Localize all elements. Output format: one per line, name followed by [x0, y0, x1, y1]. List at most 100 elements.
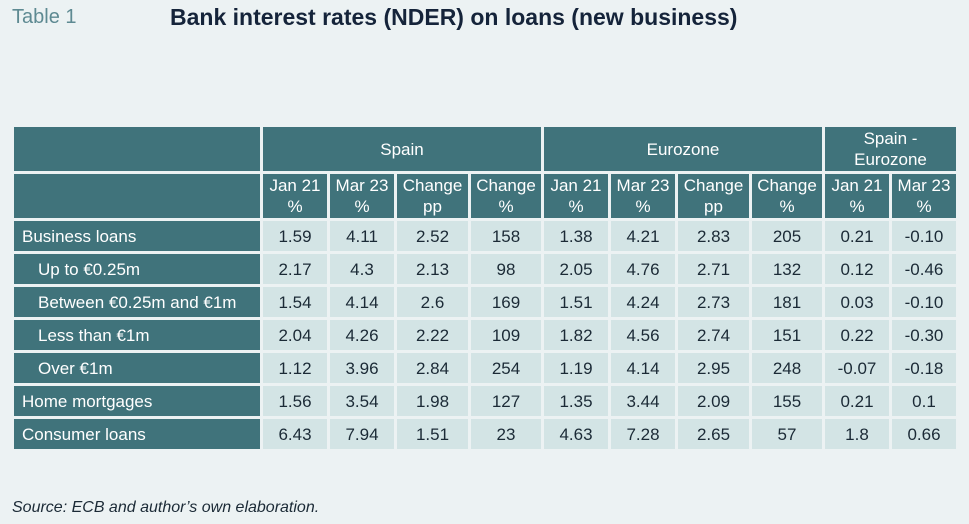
table-cell: 1.8 — [825, 419, 889, 449]
table-number: Table 1 — [12, 6, 77, 28]
column-subheader-period: Change — [683, 176, 744, 195]
table-row: Between €0.25m and €1m 1.54 4.14 2.6 169 1.51… — [14, 287, 956, 317]
table-cell: 3.96 — [330, 353, 394, 383]
table-cell: 1.19 — [544, 353, 608, 383]
column-subheader-period: Mar 23 — [897, 176, 951, 195]
table-cell: 1.82 — [544, 320, 608, 350]
table-cell: 4.21 — [611, 221, 675, 251]
column-subheader-unit: pp — [423, 197, 442, 216]
column-subheader: Change% — [752, 174, 822, 218]
table-cell: 4.14 — [330, 287, 394, 317]
table-row: Business loans 1.59 4.11 2.52 158 1.38 4.21 2.8… — [14, 221, 956, 251]
table-cell: 181 — [752, 287, 822, 317]
table-cell: -0.10 — [892, 287, 956, 317]
table-body: Business loans 1.59 4.11 2.52 158 1.38 4.21 2.8… — [14, 221, 956, 449]
column-subheader-period: Change — [757, 176, 817, 195]
table-cell: 2.13 — [397, 254, 468, 284]
column-subheader-unit: % — [498, 197, 514, 216]
table-cell: 0.03 — [825, 287, 889, 317]
column-subheader: Change pp — [397, 174, 468, 218]
table-cell: 4.63 — [544, 419, 608, 449]
column-subheader-unit: % — [287, 197, 303, 216]
table-cell: 0.21 — [825, 221, 889, 251]
column-subheader-unit: % — [779, 197, 795, 216]
table-title: Bank interest rates (NDER) on loans (new… — [170, 4, 738, 30]
table-cell: 132 — [752, 254, 822, 284]
column-subheader-period: Change — [402, 176, 463, 195]
table-cell: 254 — [471, 353, 541, 383]
table-cell: 2.17 — [263, 254, 327, 284]
table-cell: 4.24 — [611, 287, 675, 317]
column-subheader: Jan 21% — [544, 174, 608, 218]
table-row: Up to €0.25m 2.17 4.3 2.13 98 2.05 4.76 2.71 132… — [14, 254, 956, 284]
column-subheader-period: Jan 21 — [831, 176, 883, 195]
table-cell: -0.18 — [892, 353, 956, 383]
table-cell: 2.6 — [397, 287, 468, 317]
column-subheader: Jan 21% — [825, 174, 889, 218]
table-cell: 3.44 — [611, 386, 675, 416]
column-subheader-unit: % — [849, 197, 865, 216]
table-cell: 0.22 — [825, 320, 889, 350]
table-cell: 2.52 — [397, 221, 468, 251]
row-label: Business loans — [14, 221, 260, 251]
column-subheader-unit: % — [635, 197, 651, 216]
table-cell: 6.43 — [263, 419, 327, 449]
table-cell: 4.11 — [330, 221, 394, 251]
group-header-spain: Spain — [263, 127, 541, 171]
table-cell: 2.04 — [263, 320, 327, 350]
table-cell: 1.54 — [263, 287, 327, 317]
column-subheader: Change pp — [678, 174, 749, 218]
table-cell: 2.09 — [678, 386, 749, 416]
table-cell: 4.3 — [330, 254, 394, 284]
column-subheader-unit: % — [568, 197, 584, 216]
table-cell: 2.22 — [397, 320, 468, 350]
table-cell: 2.83 — [678, 221, 749, 251]
table-cell: 57 — [752, 419, 822, 449]
column-subheader-unit: % — [916, 197, 932, 216]
table-row: Less than €1m 2.04 4.26 2.22 109 1.82 4.56 2.74… — [14, 320, 956, 350]
column-subheader: Mar 23% — [892, 174, 956, 218]
table-cell: 0.12 — [825, 254, 889, 284]
table-cell: 1.98 — [397, 386, 468, 416]
row-label: Up to €0.25m — [14, 254, 260, 284]
table-cell: 2.71 — [678, 254, 749, 284]
column-subheader-period: Jan 21 — [269, 176, 321, 195]
table-cell: 7.28 — [611, 419, 675, 449]
table-cell: 248 — [752, 353, 822, 383]
column-subheader-period: Mar 23 — [335, 176, 389, 195]
table-cell: -0.07 — [825, 353, 889, 383]
table-cell: 1.51 — [397, 419, 468, 449]
table-cell: 4.76 — [611, 254, 675, 284]
table-cell: 2.84 — [397, 353, 468, 383]
table-cell: 2.65 — [678, 419, 749, 449]
row-label: Home mortgages — [14, 386, 260, 416]
table-cell: 2.74 — [678, 320, 749, 350]
table-cell: 205 — [752, 221, 822, 251]
table-row: Over €1m 1.12 3.96 2.84 254 1.19 4.14 2.95 248 -0… — [14, 353, 956, 383]
table-cell: 0.66 — [892, 419, 956, 449]
table-cell: 151 — [752, 320, 822, 350]
table-cell: -0.46 — [892, 254, 956, 284]
table-cell: 4.26 — [330, 320, 394, 350]
subheader-row: Jan 21% Mar 23% Change pp Change% Jan 21% Mar … — [14, 174, 956, 218]
table-cell: 23 — [471, 419, 541, 449]
row-label: Less than €1m — [14, 320, 260, 350]
table-cell: 3.54 — [330, 386, 394, 416]
column-subheader: Change% — [471, 174, 541, 218]
column-subheader-unit: pp — [704, 197, 723, 216]
table-cell: 155 — [752, 386, 822, 416]
row-label: Consumer loans — [14, 419, 260, 449]
table-cell: 1.12 — [263, 353, 327, 383]
table-cell: 127 — [471, 386, 541, 416]
column-subheader-period: Mar 23 — [616, 176, 670, 195]
corner-subheader-cell — [14, 174, 260, 218]
table-cell: 98 — [471, 254, 541, 284]
group-header-eurozone: Eurozone — [544, 127, 822, 171]
column-subheader-period: Jan 21 — [550, 176, 602, 195]
source-note: Source: ECB and author’s own elaboration… — [12, 499, 320, 516]
table-cell: 1.38 — [544, 221, 608, 251]
group-header-spain-eurozone: Spain - Eurozone — [825, 127, 956, 171]
table-cell: 109 — [471, 320, 541, 350]
table-cell: 0.1 — [892, 386, 956, 416]
corner-header-cell — [14, 127, 260, 171]
